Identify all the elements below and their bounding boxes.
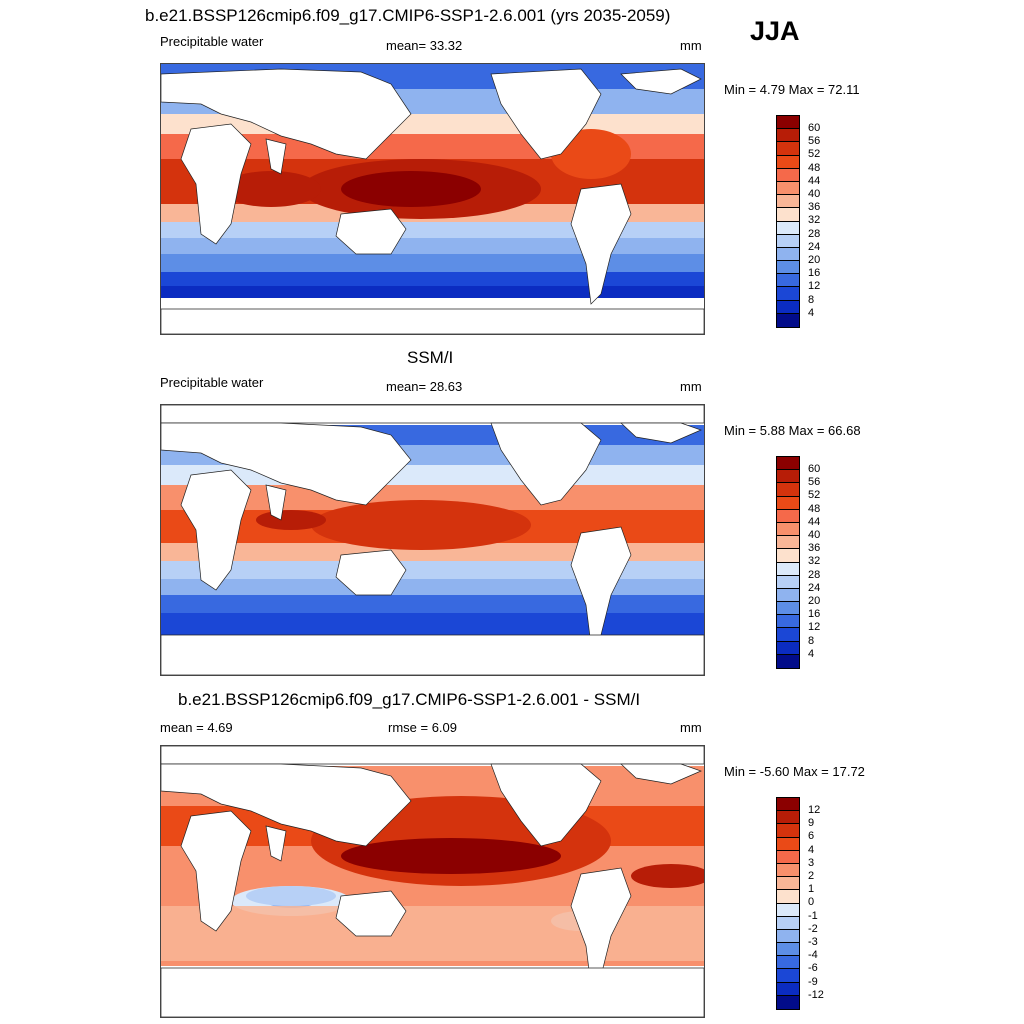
panel2-title: SSM/I bbox=[407, 348, 454, 367]
panel1-colorbar bbox=[776, 115, 800, 328]
colorbar-tick: -12 bbox=[808, 988, 824, 1001]
colorbar-tick: 0 bbox=[808, 896, 815, 909]
panel3-rmse-label: rmse = 6.09 bbox=[388, 720, 458, 735]
colorbar-tick: 16 bbox=[808, 267, 821, 280]
colorbar-tick: 3 bbox=[808, 856, 815, 869]
panel2-minmax-label: Min = 5.88 Max = 66.68 bbox=[724, 423, 861, 438]
panel1-map-svg bbox=[161, 64, 704, 334]
colorbar-tick: 28 bbox=[808, 227, 821, 240]
colorbar-tick: 12 bbox=[808, 804, 821, 816]
panel3-map bbox=[160, 745, 705, 1018]
colorbar-tick: 60 bbox=[808, 122, 821, 134]
colorbar-tick: 12 bbox=[808, 280, 821, 293]
colorbar-tick: -1 bbox=[808, 909, 818, 922]
panel2-map-svg bbox=[161, 405, 704, 675]
colorbar-tick: 12 bbox=[808, 621, 821, 634]
colorbar-tick: 16 bbox=[808, 608, 821, 621]
colorbar-tick: 44 bbox=[808, 515, 821, 528]
panel2-mean-label: mean= 28.63 bbox=[386, 379, 463, 394]
colorbar-tick: 36 bbox=[808, 542, 821, 555]
panel3-mean-label: mean = 4.69 bbox=[160, 720, 233, 735]
colorbar-tick: -3 bbox=[808, 936, 818, 948]
panel1-mean-label: mean= 33.32 bbox=[386, 38, 463, 53]
panel1-minmax-label: Min = 4.79 Max = 72.11 bbox=[724, 82, 860, 97]
panel2-map bbox=[160, 404, 705, 676]
panel1-variable-label: Precipitable water bbox=[160, 34, 264, 49]
panel2-colorbar bbox=[776, 456, 800, 669]
colorbar-tick: 24 bbox=[808, 581, 821, 594]
colorbar-tick: -6 bbox=[808, 962, 818, 975]
colorbar-tick: 56 bbox=[808, 135, 821, 148]
colorbar-tick: -4 bbox=[808, 949, 818, 962]
colorbar-tick: 56 bbox=[808, 476, 821, 489]
panel2-units-label: mm bbox=[680, 379, 702, 394]
colorbar-tick: 2 bbox=[808, 870, 815, 882]
colorbar-tick: 36 bbox=[808, 201, 821, 214]
panel1-map bbox=[160, 63, 705, 335]
colorbar-tick: 24 bbox=[808, 240, 821, 253]
colorbar-tick: 40 bbox=[808, 529, 821, 541]
colorbar-tick: 48 bbox=[808, 502, 821, 515]
colorbar-tick: 28 bbox=[808, 568, 821, 581]
colorbar-tick: 9 bbox=[808, 817, 815, 830]
panel3-minmax-label: Min = -5.60 Max = 17.72 bbox=[724, 764, 865, 779]
colorbar-tick: 8 bbox=[808, 634, 815, 647]
colorbar-tick: 40 bbox=[808, 188, 821, 200]
panel1-units-label: mm bbox=[680, 38, 702, 53]
colorbar-tick: 60 bbox=[808, 463, 821, 475]
colorbar-tick: 20 bbox=[808, 254, 821, 266]
colorbar-tick: 6 bbox=[808, 830, 815, 843]
panel3-colorbar bbox=[776, 797, 800, 1010]
panel3-map-svg bbox=[161, 746, 704, 1017]
colorbar-tick: 32 bbox=[808, 214, 821, 227]
season-label: JJA bbox=[750, 16, 800, 46]
panel3-units-label: mm bbox=[680, 720, 702, 735]
panel2-variable-label: Precipitable water bbox=[160, 375, 264, 390]
colorbar-tick: 20 bbox=[808, 595, 821, 607]
colorbar-tick: 1 bbox=[808, 883, 815, 896]
colorbar-tick: 52 bbox=[808, 148, 821, 161]
colorbar-tick: 52 bbox=[808, 489, 821, 502]
colorbar-tick: 32 bbox=[808, 555, 821, 568]
colorbar-tick: 4 bbox=[808, 843, 815, 856]
figure-title: b.e21.BSSP126cmip6.f09_g17.CMIP6-SSP1-2.… bbox=[145, 6, 671, 25]
colorbar-tick: -9 bbox=[808, 975, 818, 988]
colorbar-tick: 48 bbox=[808, 161, 821, 174]
colorbar-tick: 8 bbox=[808, 293, 815, 306]
colorbar-tick: 4 bbox=[808, 647, 815, 660]
colorbar-tick: 4 bbox=[808, 306, 815, 319]
panel3-title: b.e21.BSSP126cmip6.f09_g17.CMIP6-SSP1-2.… bbox=[178, 690, 641, 709]
colorbar-tick: 44 bbox=[808, 174, 821, 187]
colorbar-tick: -2 bbox=[808, 922, 818, 935]
